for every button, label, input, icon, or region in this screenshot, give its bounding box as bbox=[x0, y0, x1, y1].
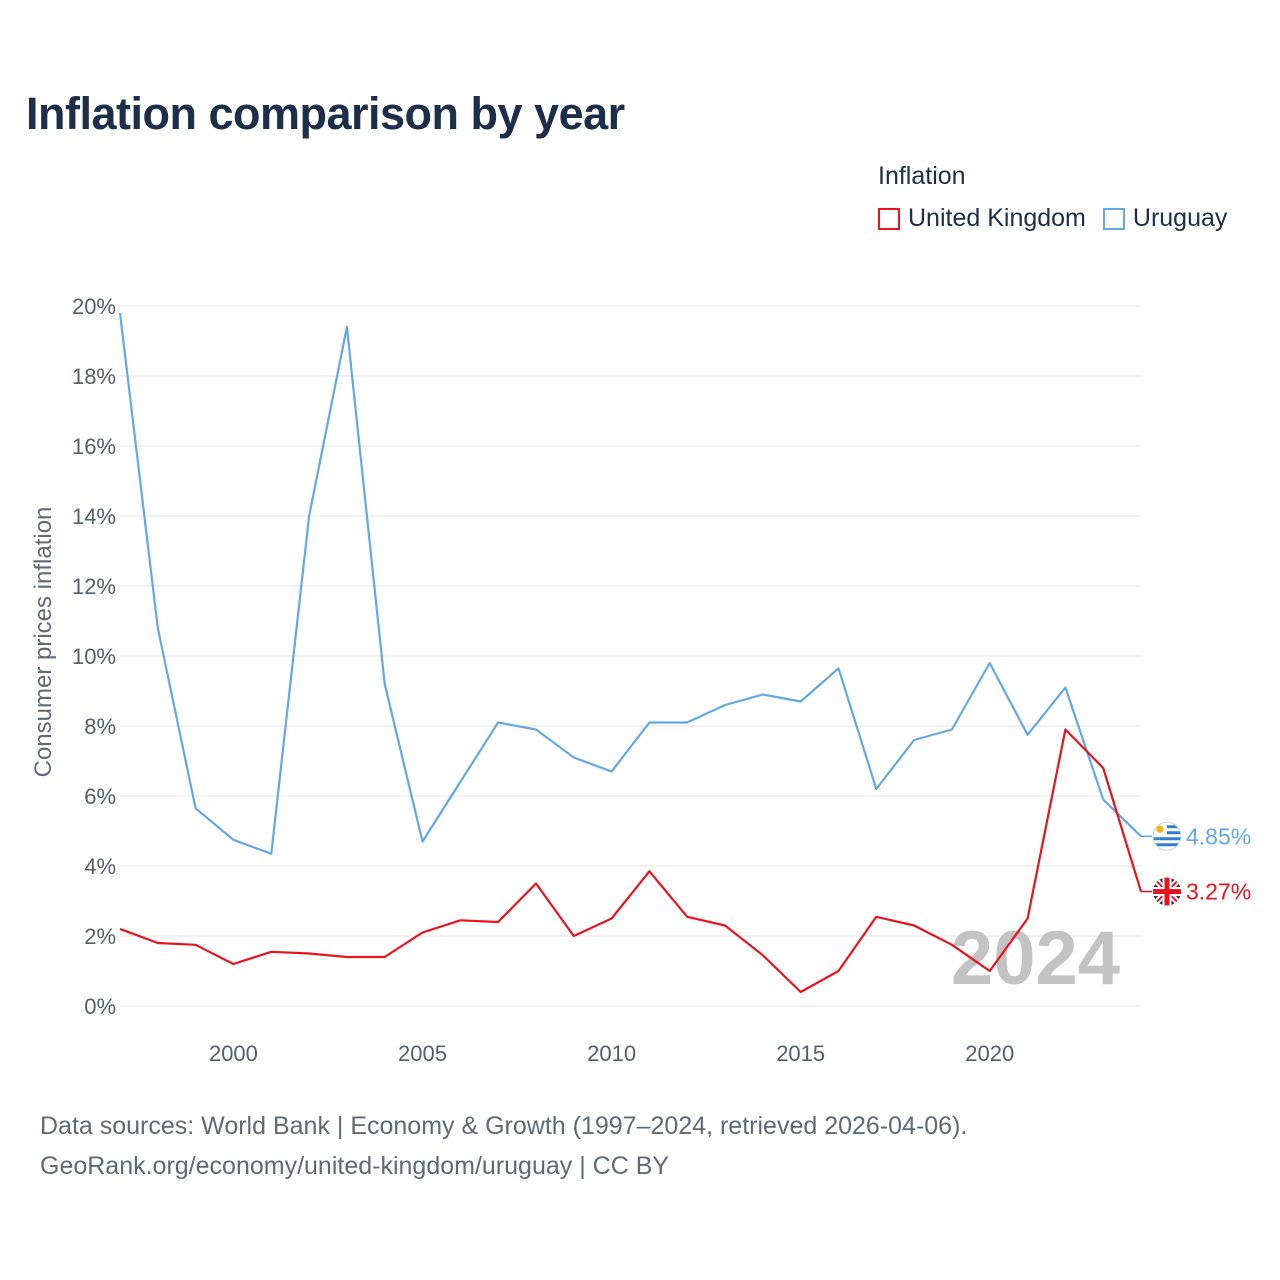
uruguay-flag-icon bbox=[1152, 821, 1182, 851]
y-tick-label: 2% bbox=[84, 924, 116, 949]
y-tick-label: 0% bbox=[84, 994, 116, 1019]
y-tick-label: 4% bbox=[84, 854, 116, 879]
y-tick-label: 12% bbox=[72, 574, 116, 599]
chart-title: Inflation comparison by year bbox=[26, 88, 625, 139]
x-tick-label: 2020 bbox=[965, 1041, 1014, 1066]
y-tick-label: 20% bbox=[72, 294, 116, 319]
x-tick-label: 2010 bbox=[587, 1041, 636, 1066]
footer-sources: Data sources: World Bank | Economy & Gro… bbox=[40, 1112, 968, 1140]
y-tick-label: 10% bbox=[72, 644, 116, 669]
x-axis-ticks: 2000 2005 2010 2015 2020 bbox=[209, 1041, 1014, 1066]
legend: United Kingdom Uruguay bbox=[878, 204, 1244, 233]
legend-item-united-kingdom[interactable]: United Kingdom bbox=[878, 204, 1086, 233]
y-tick-label: 14% bbox=[72, 504, 116, 529]
legend-swatch-uruguay bbox=[1102, 207, 1125, 230]
series-line-united-kingdom bbox=[119, 728, 1143, 994]
year-watermark: 2024 bbox=[951, 916, 1120, 1001]
series-line-uruguay bbox=[118, 312, 1142, 855]
x-tick-label: 2005 bbox=[398, 1041, 447, 1066]
y-tick-label: 18% bbox=[72, 364, 116, 389]
legend-title: Inflation bbox=[878, 162, 966, 190]
series-end-labels: 4.85% 3.27% bbox=[1141, 821, 1251, 906]
series-lines bbox=[118, 312, 1143, 994]
legend-swatch-united-kingdom bbox=[878, 207, 900, 230]
uk-flag-icon bbox=[1153, 877, 1181, 906]
end-label-united-kingdom: 3.27% bbox=[1186, 879, 1251, 905]
line-chart: 0% 2% 4% 6% 8% 10% 12% 14% 16% 18% 20% 2000 2005 201… bbox=[30, 294, 1251, 1066]
gridlines bbox=[120, 305, 1141, 1007]
y-tick-label: 6% bbox=[84, 784, 116, 809]
footer: Data sources: World Bank | Economy & Gro… bbox=[40, 1106, 967, 1186]
y-axis-label: Consumer prices inflation bbox=[30, 507, 57, 778]
end-label-uruguay: 4.85% bbox=[1186, 823, 1251, 849]
y-tick-label: 8% bbox=[84, 714, 116, 739]
y-axis-ticks: 0% 2% 4% 6% 8% 10% 12% 14% 16% 18% 20% bbox=[72, 294, 116, 1019]
footer-link[interactable]: GeoRank.org/economy/united-kingdom/urugu… bbox=[40, 1152, 670, 1180]
legend-item-uruguay[interactable]: Uruguay bbox=[1102, 204, 1228, 233]
legend-label-united-kingdom: United Kingdom bbox=[908, 204, 1086, 232]
y-tick-label: 16% bbox=[72, 434, 116, 459]
legend-label-uruguay: Uruguay bbox=[1132, 204, 1228, 232]
x-tick-label: 2000 bbox=[209, 1041, 258, 1066]
x-tick-label: 2015 bbox=[776, 1041, 825, 1066]
